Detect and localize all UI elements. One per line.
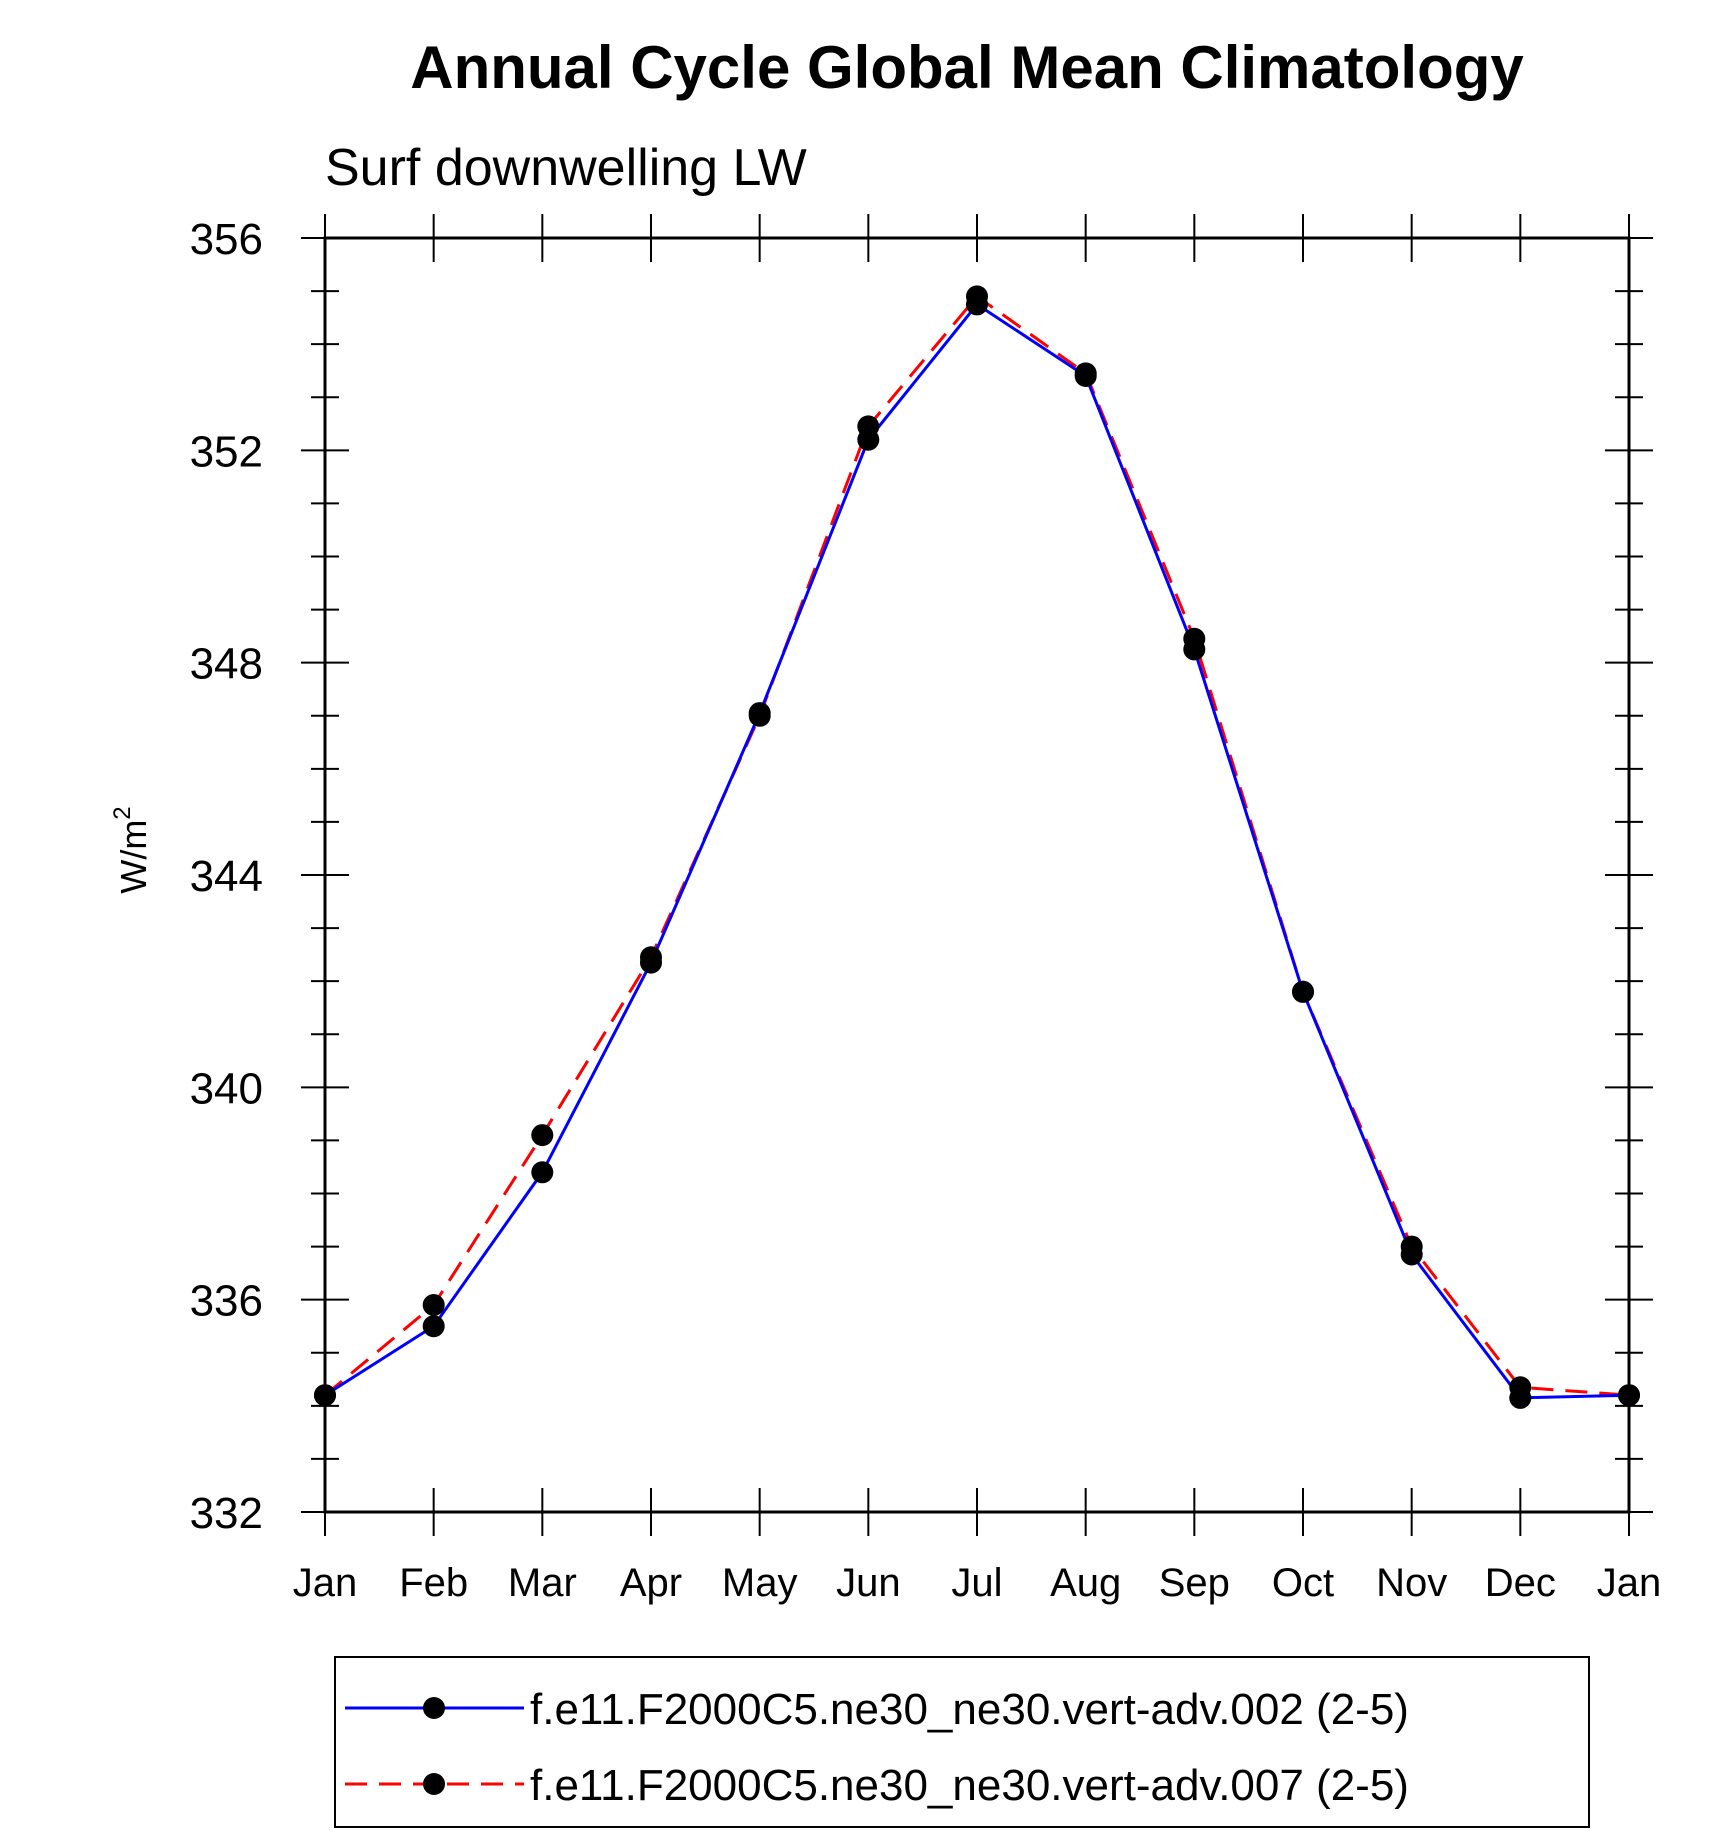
- data-point-series-2: [857, 415, 880, 438]
- x-tick-label: Jan: [293, 1561, 358, 1605]
- y-tick-label: 340: [190, 1064, 263, 1113]
- y-tick-label: 348: [190, 640, 263, 689]
- data-point-series-1: [422, 1315, 445, 1338]
- y-tick-label: 332: [190, 1489, 263, 1538]
- data-point-series-2: [640, 946, 662, 969]
- x-tick-label: Dec: [1485, 1561, 1556, 1605]
- x-tick-label: Jul: [951, 1561, 1002, 1605]
- series-line-2: [324, 294, 1630, 1397]
- x-tick-label: Mar: [508, 1561, 577, 1605]
- y-tick-labels: 332 336 340 344 348 352 356: [190, 215, 263, 1538]
- data-point-series-2: [531, 1124, 554, 1147]
- svg-text:W/m2: W/m2: [109, 806, 154, 893]
- x-tick-label: Aug: [1050, 1561, 1121, 1605]
- data-point-series-2: [1074, 362, 1097, 385]
- legend-box: [334, 1656, 1590, 1828]
- data-point-series-2: [748, 704, 771, 727]
- y-tick-label: 356: [190, 215, 263, 264]
- chart-subtitle: Surf downwelling LW: [325, 139, 807, 197]
- x-tick-label: Jan: [1597, 1561, 1662, 1605]
- data-point-series-2: [422, 1294, 445, 1316]
- data-point-series-2: [314, 1384, 336, 1407]
- data-point-series-2: [1183, 627, 1206, 650]
- series-markers: [314, 285, 1640, 1409]
- data-point-series-2: [1509, 1376, 1532, 1399]
- chart-title: Annual Cycle Global Mean Climatology: [410, 34, 1524, 101]
- legend-label-series-1: f.e11.F2000C5.ne30_ne30.vert-adv.002 (2-…: [530, 1685, 1409, 1734]
- legend: f.e11.F2000C5.ne30_ne30.vert-adv.002 (2-…: [334, 1656, 1590, 1828]
- y-axis-label: W/m2: [109, 806, 154, 893]
- legend-label-series-2: f.e11.F2000C5.ne30_ne30.vert-adv.007 (2-…: [530, 1761, 1409, 1810]
- y-axis-label-superscript: 2: [109, 806, 136, 819]
- legend-marker-series-1: [423, 1697, 445, 1719]
- plot-frame: [323, 236, 1631, 1514]
- series-lines: [324, 294, 1630, 1400]
- axis-ticks: [301, 214, 1653, 1536]
- data-point-series-2: [1292, 980, 1314, 1003]
- x-tick-label: Oct: [1272, 1561, 1334, 1605]
- x-tick-labels: Jan Feb Mar Apr May Jun Jul Aug Sep Oct Nov Dec Jan: [293, 1561, 1662, 1605]
- y-tick-label: 352: [190, 427, 263, 476]
- y-tick-label: 336: [190, 1277, 263, 1326]
- x-tick-label: Nov: [1376, 1561, 1447, 1605]
- x-tick-label: May: [722, 1561, 798, 1605]
- x-tick-label: Sep: [1159, 1561, 1230, 1605]
- series-line-1: [324, 302, 1630, 1400]
- data-point-series-2: [966, 285, 988, 308]
- data-point-series-2: [1618, 1384, 1640, 1407]
- y-tick-label: 344: [190, 852, 263, 901]
- x-tick-label: Jun: [836, 1561, 901, 1605]
- x-tick-label: Feb: [399, 1561, 468, 1605]
- data-point-series-2: [1400, 1235, 1423, 1258]
- legend-marker-series-2: [423, 1773, 445, 1795]
- x-tick-label: Apr: [620, 1561, 682, 1605]
- data-point-series-1: [531, 1161, 554, 1184]
- y-axis-label-text: W/m: [113, 820, 154, 894]
